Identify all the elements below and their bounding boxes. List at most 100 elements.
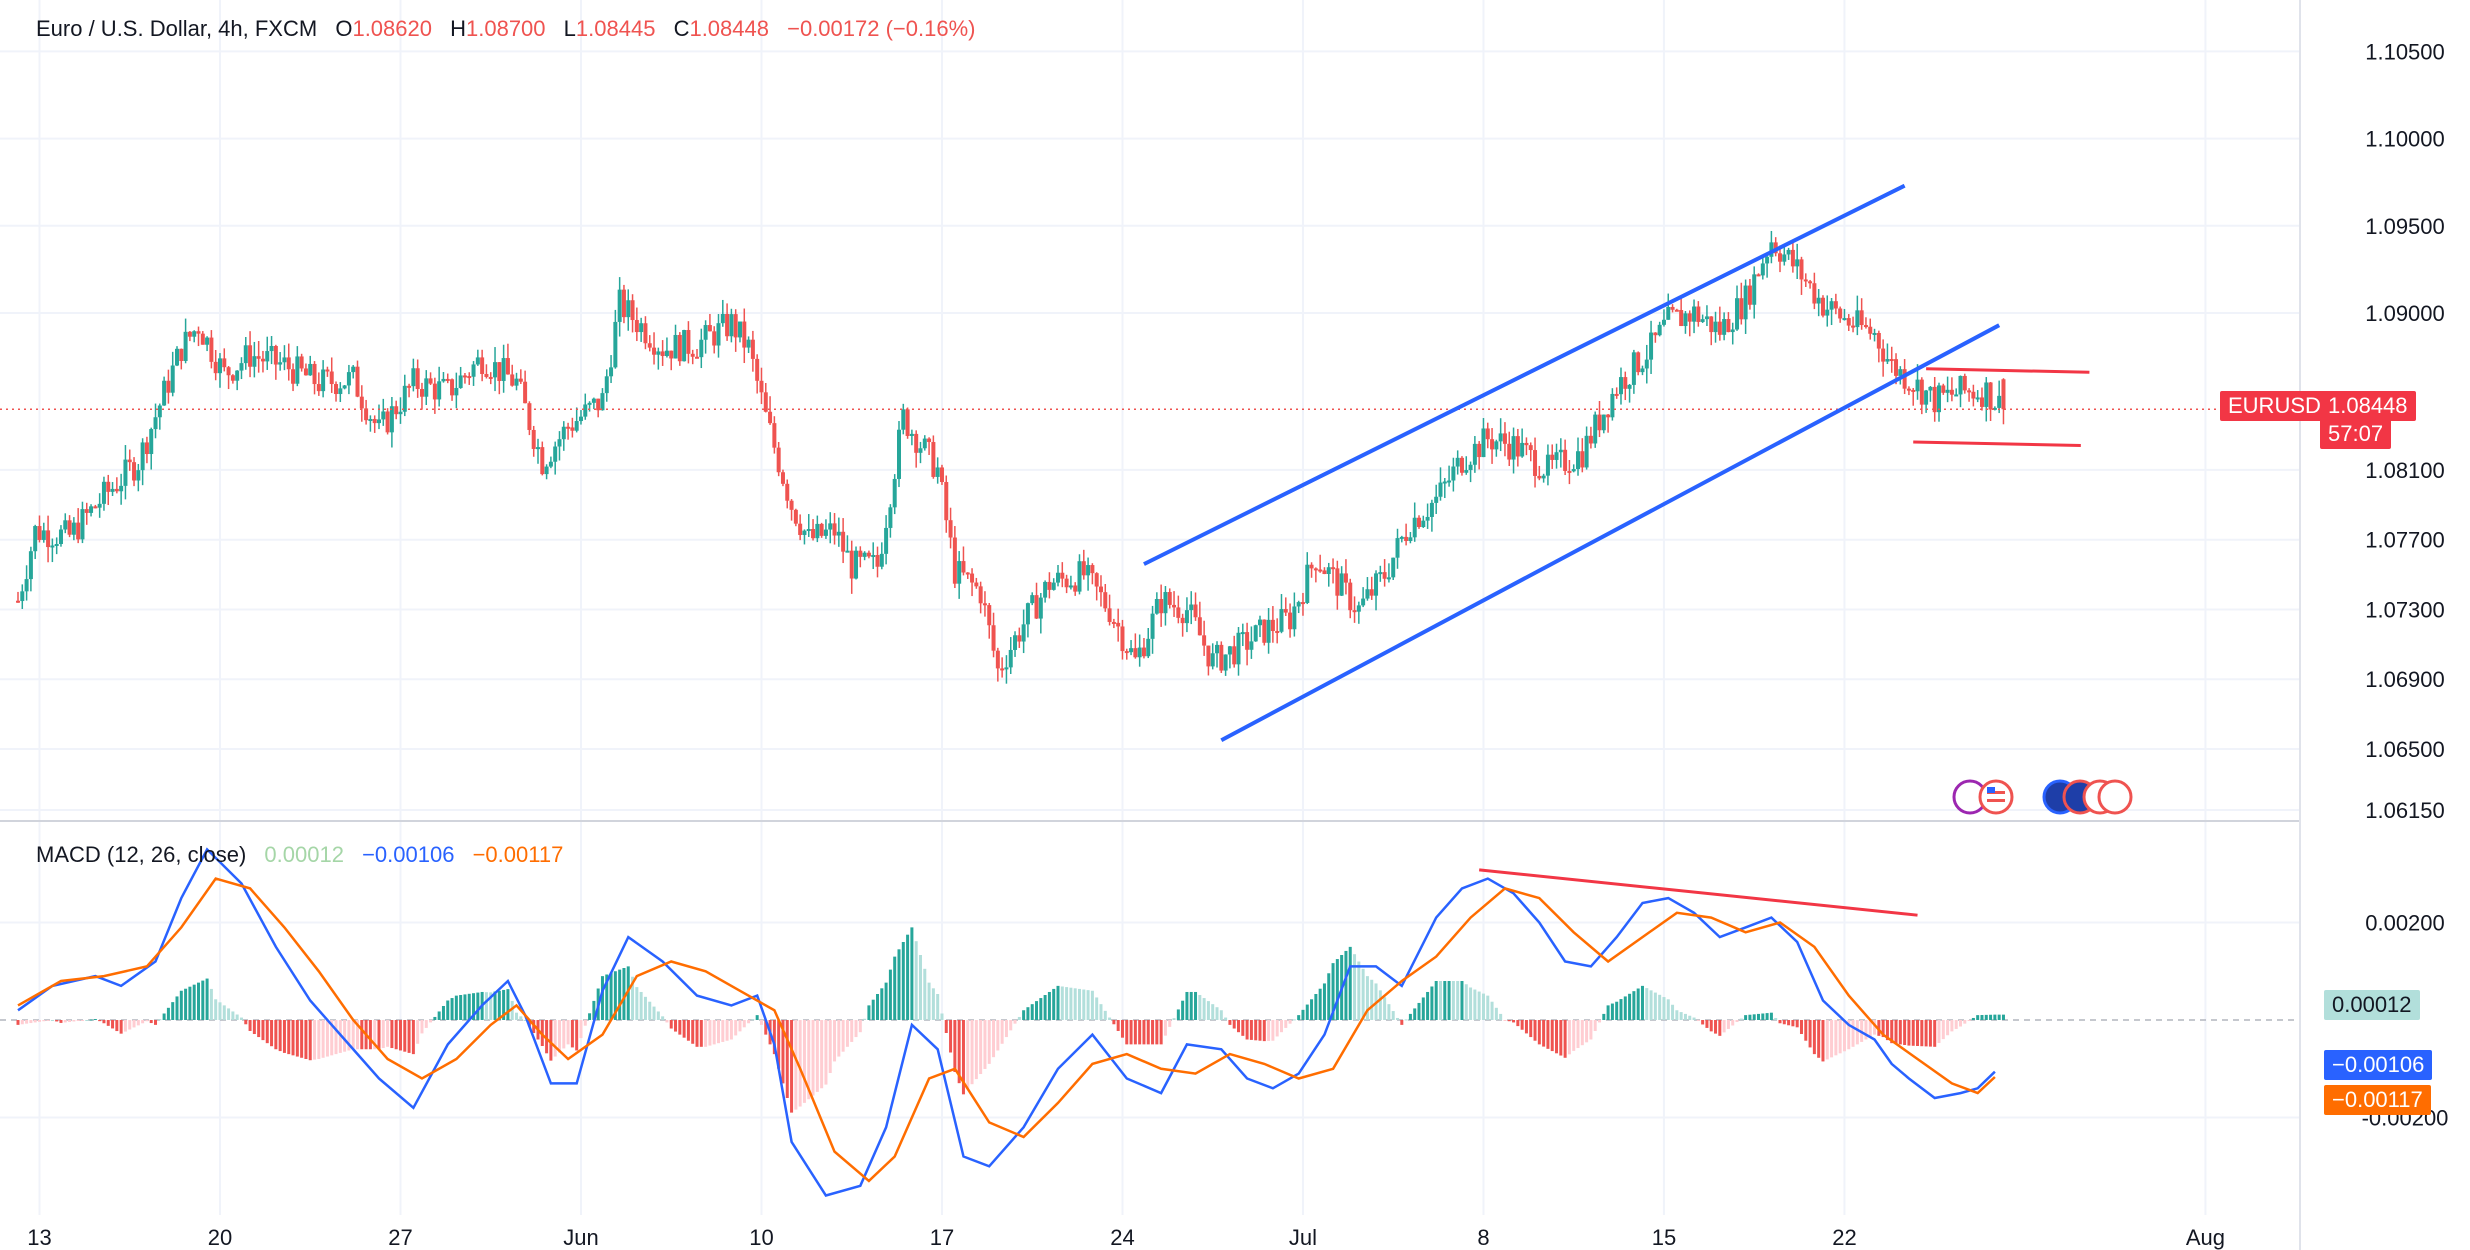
macd-hist-bar [1073,988,1077,1020]
macd-hist-bar [1830,1020,1834,1058]
candle-body [1017,635,1022,642]
candle-body [1305,564,1310,603]
macd-hist-bar [1400,1020,1404,1025]
macd-hist-bar [1310,999,1314,1020]
macd-hist-bar [1056,985,1060,1020]
candle-body [703,325,708,340]
macd-hist-bar [489,992,493,1020]
macd-hist-bar [648,1001,652,1020]
candle-body [1206,645,1211,667]
macd-hist-bar [729,1020,733,1040]
macd-hist-bar [1722,1020,1726,1033]
macd-hist-bar [1989,1014,1993,1020]
macd-hist-bar [1632,991,1636,1020]
macd-hist-bar [1451,981,1455,1020]
candle-body [1399,536,1404,539]
candle-body [1107,608,1112,622]
candle-body [862,552,867,557]
candle-body [364,408,369,421]
candle-body [1863,325,1868,328]
candle-body [604,376,609,394]
macd-hist-bar [1567,1020,1571,1055]
macd-hist-bar [1529,1020,1533,1038]
macd-hist-bar [1701,1020,1705,1025]
candle-body [548,461,553,467]
macd-hist-bar [661,1016,665,1020]
time-tick-label: 8 [1477,1225,1489,1250]
candle-body [682,330,687,362]
macd-hist-bar [841,1020,845,1052]
candle-body [1674,309,1679,312]
candle-body [1967,390,1972,393]
macd-hist-bar [1344,950,1348,1020]
macd-hist-bar [205,978,209,1020]
candle-body [1941,385,1946,393]
last-price-badge: 1.08448 [2320,391,2416,421]
macd-hist-bar [300,1020,304,1058]
macd-hist-bar [609,972,613,1020]
candle-body [1872,332,1877,335]
macd-hist-bar [2001,1014,2005,1020]
macd-hist-bar [1318,988,1322,1020]
candle-body [454,387,459,396]
candle-body [1502,433,1507,444]
candle-body [71,522,76,535]
candle-body [342,385,347,389]
macd-hist-bar [325,1020,329,1057]
macd-hist-bar [708,1020,712,1046]
candle-body [574,421,579,431]
macd-title[interactable]: MACD (12, 26, close) [36,842,247,867]
symbol-title[interactable]: Euro / U.S. Dollar, 4h, FXCM [36,16,318,41]
macd-hist-bar [313,1020,317,1060]
macd-hist-bar [553,1020,557,1057]
macd-hist-bar [1219,1010,1223,1020]
candle-body [583,404,588,417]
range-bottom-line [1913,440,2081,448]
candle-body [1163,592,1168,614]
candle-body [523,381,528,404]
candle-body [480,357,485,375]
macd-hist-bar [270,1020,274,1047]
macd-hist-bar [308,1020,312,1061]
candle-body [179,348,184,361]
macd-hist-bar [141,1020,145,1024]
candle-body [879,553,884,567]
candle-body [1279,609,1284,632]
us-flag-icon-3[interactable] [2097,779,2133,815]
macd-hist-bar [1628,993,1632,1020]
macd-hist-bar [738,1020,742,1032]
macd-hist-bar [1563,1020,1567,1058]
candle-body [780,472,785,484]
candle-body [1610,393,1615,418]
candle-body [1657,324,1662,336]
candle-body [991,625,996,651]
macd-hist-bar [171,1002,175,1020]
macd-hist-bar [867,1005,871,1020]
macd-hist-bar [1292,1019,1296,1021]
candle-body [1649,332,1654,360]
macd-hist-bar [1640,985,1644,1020]
macd-hist-bar [979,1020,983,1075]
candle-body [1881,348,1886,362]
candle-body [664,350,669,357]
macd-hist-bar [1911,1020,1915,1046]
macd-hist-bar [214,999,218,1020]
macd-hist-bar [257,1020,261,1038]
candle-body [836,531,841,536]
macd-hist-bar [1696,1020,1700,1022]
macd-hist-bar [55,1020,59,1022]
macd-hist-bar [1241,1020,1245,1036]
candle-body [1455,457,1460,467]
candle-body [1885,359,1890,362]
us-flag-icon[interactable] [1978,779,2014,815]
macd-hist-bar [1817,1020,1821,1058]
macd-hist-bar [1950,1020,1954,1032]
macd-hist-bar [772,1020,776,1055]
time-tick-label: Aug [2186,1225,2225,1250]
macd-pane [0,847,2300,1197]
macd-hist-bar [523,1020,527,1021]
candle-body [1365,589,1370,599]
macd-hist-bar [1718,1020,1722,1036]
candle-body [1717,321,1722,335]
